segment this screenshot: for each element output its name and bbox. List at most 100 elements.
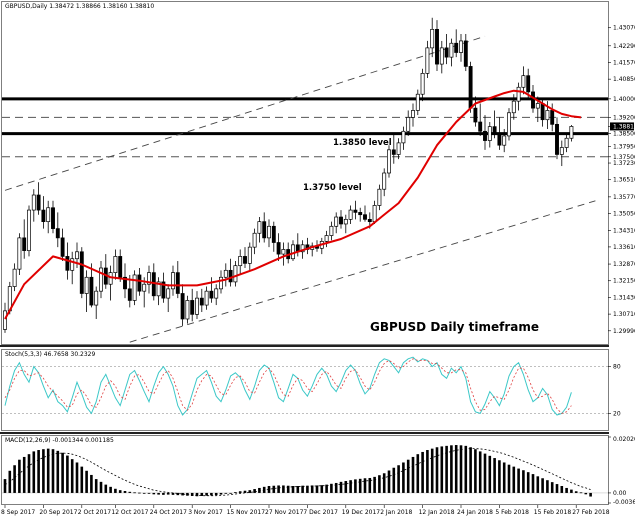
- macd-bar-77: [373, 476, 376, 493]
- macd-bar-97: [469, 447, 472, 493]
- macd-bar-115: [555, 484, 559, 493]
- macd-bar-8: [42, 449, 45, 493]
- candle-9: [46, 200, 51, 234]
- candle-body: [435, 28, 439, 65]
- macd-bar-65: [315, 485, 319, 493]
- candle-47: [228, 258, 233, 287]
- macd-bar-101: [488, 455, 492, 493]
- macd-bar-21: [104, 484, 108, 493]
- price-tick-label-5: 1.39200: [613, 114, 635, 121]
- candle-body: [31, 194, 36, 211]
- x-tick-label-13: 5 Feb 2018: [495, 509, 529, 516]
- candle-80: [387, 145, 391, 178]
- candle-50: [243, 247, 247, 268]
- candle-12: [60, 228, 65, 262]
- candle-96: [463, 33, 468, 72]
- candle-body: [483, 130, 487, 141]
- candle-94: [454, 29, 459, 58]
- candle-33: [161, 272, 166, 303]
- candle-92: [444, 33, 449, 65]
- macd-bar-53: [258, 487, 261, 493]
- candle-body: [473, 107, 478, 123]
- macd-bar-59: [286, 485, 290, 493]
- macd-bar-9: [46, 448, 50, 493]
- candle-body: [343, 218, 348, 225]
- candle-body: [497, 133, 502, 146]
- candle-body: [271, 225, 276, 243]
- macd-bar-15: [75, 462, 79, 493]
- macd-bar-83: [402, 462, 405, 493]
- candle-20: [99, 261, 103, 299]
- macd-bar-86: [416, 454, 420, 493]
- macd-bar-41: [200, 492, 204, 496]
- x-tick-label-3: 12 Oct 2017: [111, 509, 148, 516]
- macd-tick-label-2: -0.003636: [613, 499, 635, 506]
- candle-71: [343, 214, 348, 234]
- candle-body: [243, 256, 247, 264]
- candle-2: [12, 263, 17, 292]
- candle-104: [502, 128, 507, 153]
- candle-body: [41, 209, 46, 223]
- price-tick-label-8: 1.37950: [613, 143, 635, 150]
- stoch-layer: 80 20: [2, 356, 621, 417]
- candle-body: [75, 251, 79, 260]
- macd-bar-122: [589, 492, 592, 497]
- candle-body: [79, 251, 84, 294]
- macd-bar-113: [546, 480, 549, 493]
- candle-body: [180, 293, 185, 320]
- price-tick-label-6: 1.38810: [613, 123, 635, 130]
- macd-bar-68: [330, 483, 333, 493]
- candle-118: [569, 125, 574, 142]
- candle-body: [247, 246, 252, 264]
- candle-body: [324, 235, 329, 242]
- candle-body: [175, 272, 180, 294]
- candle-48: [233, 261, 238, 287]
- candle-body: [156, 281, 161, 297]
- candle-70: [339, 210, 343, 229]
- channel-layer: [4, 35, 596, 343]
- candle-body: [526, 75, 531, 93]
- candle-10: [51, 200, 55, 234]
- price-tick-label-0: 1.43070: [613, 25, 635, 32]
- x-tick-label-2: 2 Oct 2017: [78, 509, 111, 516]
- macd-bar-84: [406, 459, 410, 493]
- macd-bar-11: [56, 450, 60, 493]
- price-tick-label-12: 1.35770: [613, 194, 635, 201]
- candle-6: [31, 189, 36, 222]
- candle-44: [214, 284, 219, 306]
- macd-bar-107: [517, 468, 520, 493]
- macd-bar-16: [80, 466, 84, 493]
- candle-body: [17, 237, 22, 270]
- macd-bar-13: [66, 455, 69, 493]
- macd-bar-95: [459, 445, 463, 493]
- price-tick-label-16: 1.32870: [613, 261, 635, 268]
- macd-tick-label-1: 0.00: [613, 490, 627, 497]
- candle-116: [559, 140, 564, 167]
- candle-body: [199, 297, 204, 306]
- x-tick-label-10: 2 Jan 2018: [380, 509, 412, 516]
- candle-body: [228, 269, 233, 283]
- candle-body: [291, 244, 295, 260]
- candle-body: [204, 290, 209, 306]
- annotation-1-3750-level: 1.3750 level: [303, 183, 362, 193]
- candle-105: [507, 108, 511, 141]
- macd-bar-22: [109, 486, 112, 493]
- candle-body: [300, 244, 305, 253]
- candle-body: [51, 207, 55, 229]
- macd-bar-108: [522, 470, 525, 493]
- macd-bar-87: [421, 451, 424, 493]
- macd-bar-79: [382, 473, 386, 493]
- candle-body: [363, 214, 367, 220]
- candle-body: [391, 149, 396, 155]
- candle-body: [459, 40, 463, 53]
- candle-body: [411, 110, 415, 118]
- macd-bar-92: [445, 445, 448, 493]
- candle-body: [209, 290, 214, 299]
- price-tick-label-2: 1.41570: [613, 59, 635, 66]
- stoch-panel-frame: [1, 349, 609, 431]
- price-tick-label-20: 1.29990: [613, 328, 635, 335]
- macd-bar-70: [339, 481, 343, 493]
- macd-bar-69: [334, 482, 338, 493]
- candle-body: [430, 28, 435, 49]
- candle-89: [430, 17, 435, 58]
